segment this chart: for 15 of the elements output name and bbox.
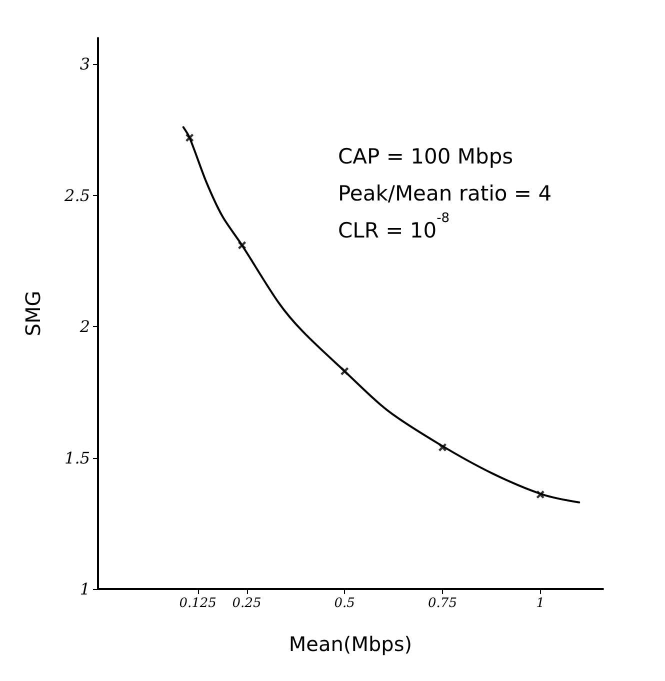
line-series: [182, 126, 580, 504]
x-tick-label: 0.5: [334, 596, 355, 611]
y-tick-label: 2: [78, 317, 90, 336]
x-axis-title: Mean(Mbps): [288, 632, 412, 656]
x-tick-label: 0.125: [179, 596, 216, 611]
y-axis-title: SMG: [21, 290, 45, 336]
y-tick-label: 1: [80, 580, 90, 598]
annotation: Peak/Mean ratio = 4: [338, 182, 552, 206]
x-tick-label: 1: [536, 596, 545, 611]
x-tick-label: 0.75: [428, 596, 457, 611]
y-tick-label: 1.5: [64, 448, 90, 468]
annotation: CAP = 100 Mbps: [338, 144, 514, 168]
y-tick-label: 3: [80, 54, 90, 74]
y-tick-label: 2.5: [64, 186, 90, 205]
x-tick-label: 0.25: [232, 596, 262, 611]
